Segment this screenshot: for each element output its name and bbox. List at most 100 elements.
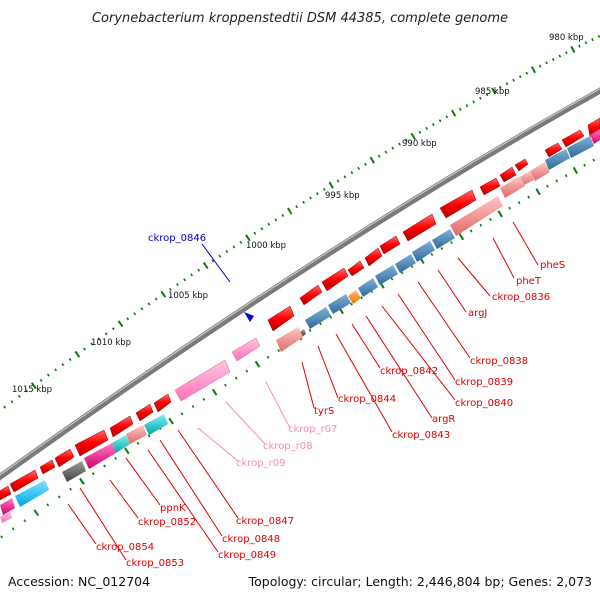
gene-label[interactable]: ckrop_r09	[236, 458, 285, 469]
inner-tick-minor	[23, 519, 27, 523]
scale-tick-minor	[309, 196, 312, 200]
gene-label[interactable]: argJ	[468, 308, 487, 319]
gene-label[interactable]: ckrop_0840	[455, 398, 513, 409]
gene-label[interactable]: ckrop_0846	[148, 233, 206, 244]
feature-block[interactable]	[450, 196, 503, 236]
gene-label[interactable]: pheS	[540, 260, 565, 271]
cds-arrow[interactable]	[561, 129, 585, 148]
feature-block[interactable]	[412, 241, 435, 262]
feature-block[interactable]	[375, 265, 398, 285]
gene-label[interactable]: ckrop_0843	[392, 430, 450, 441]
feature-marker-arrowhead[interactable]	[244, 312, 254, 322]
leader-ckrop_0849	[147, 449, 219, 553]
scale-tick-minor	[591, 38, 594, 42]
gene-label[interactable]: ckrop_0838	[470, 356, 528, 367]
cds-arrow[interactable]	[267, 305, 295, 332]
cds-arrow[interactable]	[364, 247, 383, 267]
scale-tick-minor	[281, 213, 285, 217]
scale-tick-minor	[597, 34, 600, 38]
feature-block[interactable]	[276, 327, 303, 352]
scale-tick-minor	[176, 283, 179, 287]
scale-tick-minor	[499, 85, 502, 89]
cds-arrow[interactable]	[347, 260, 365, 277]
cds-arrow[interactable]	[54, 448, 75, 468]
inner-tick-major	[572, 166, 578, 174]
feature-block[interactable]	[112, 435, 130, 453]
feature-block[interactable]	[348, 290, 361, 304]
scale-tick-minor	[126, 317, 130, 321]
feature-block[interactable]	[530, 162, 550, 181]
gene-label[interactable]: ckrop_0849	[218, 550, 276, 561]
gene-label[interactable]: pheT	[516, 276, 542, 287]
gene-label[interactable]: argR	[432, 414, 455, 425]
scale-tick-minor	[267, 222, 271, 226]
gene-label[interactable]: ckrop_r07	[288, 424, 337, 435]
feature-block[interactable]	[395, 254, 416, 273]
scale-tick-minor	[61, 363, 65, 367]
rrna-arrow[interactable]	[174, 359, 231, 402]
gene-label[interactable]: ckrop_0848	[222, 534, 280, 545]
cds-arrow[interactable]	[379, 235, 401, 255]
cds-arrow[interactable]	[135, 403, 154, 422]
gene-label[interactable]: ckrop_0842	[380, 366, 438, 377]
scale-tick-minor	[350, 171, 354, 175]
cds-arrow[interactable]	[499, 166, 517, 183]
cds-arrow[interactable]	[299, 284, 323, 306]
gene-label[interactable]: ckrop_0847	[236, 516, 294, 527]
cds-arrow[interactable]	[109, 415, 134, 438]
feature-block[interactable]	[0, 511, 12, 523]
inner-tick-major	[33, 509, 40, 517]
cds-arrow[interactable]	[0, 485, 12, 501]
cds-arrow[interactable]	[514, 158, 529, 172]
feature-block[interactable]	[358, 278, 378, 297]
feature-block[interactable]	[328, 294, 351, 314]
gene-label[interactable]: ckrop_0839	[455, 377, 513, 388]
cds-arrow[interactable]	[9, 469, 39, 493]
gene-label[interactable]: ckrop_r08	[263, 441, 312, 452]
gene-label[interactable]: ckrop_0854	[96, 542, 154, 553]
feature-block[interactable]	[62, 461, 86, 482]
cds-arrow[interactable]	[39, 459, 56, 475]
feature-block[interactable]	[305, 307, 331, 329]
cds-arrow[interactable]	[587, 117, 600, 138]
scale-tick-major	[369, 156, 375, 164]
feature-block[interactable]	[432, 229, 455, 249]
cds-arrow[interactable]	[321, 267, 349, 292]
feature-block[interactable]	[567, 136, 594, 158]
gene-label[interactable]: ckrop_0852	[138, 517, 196, 528]
scale-tick-minor	[190, 273, 194, 277]
scale-tick-minor	[377, 154, 381, 158]
inner-tick-minor	[147, 434, 151, 438]
gene-label[interactable]: ckrop_0836	[492, 292, 550, 303]
leader-ckrop_r09	[197, 427, 239, 462]
cds-arrow[interactable]	[74, 429, 109, 457]
cds-arrow[interactable]	[544, 142, 563, 158]
leader-ckrop_r08	[225, 401, 266, 445]
gene-label[interactable]: tyrS	[314, 406, 334, 417]
inner-tick-minor	[400, 271, 404, 275]
scale-tick-minor	[518, 75, 522, 79]
scale-tick-major	[287, 207, 293, 215]
gene-label[interactable]: ppnK	[160, 503, 186, 514]
feature-block[interactable]	[545, 149, 570, 170]
scale-tick-minor	[545, 61, 548, 65]
leader-pheS	[512, 221, 539, 266]
gene-label[interactable]: ckrop_0844	[338, 394, 396, 405]
feature-block[interactable]	[590, 129, 600, 144]
cds-arrow[interactable]	[153, 393, 172, 413]
feature-block[interactable]	[15, 480, 49, 507]
feature-block[interactable]	[126, 425, 147, 444]
inner-tick-minor	[46, 503, 50, 507]
cds-arrow[interactable]	[402, 213, 437, 242]
gene-label[interactable]: ckrop_0853	[126, 558, 184, 569]
feature-block[interactable]	[84, 443, 116, 469]
feature-block[interactable]	[0, 498, 15, 515]
scale-tick-major	[410, 132, 416, 140]
map-title: Corynebacterium kroppenstedtii DSM 44385…	[92, 11, 508, 26]
cds-arrow[interactable]	[439, 189, 477, 219]
cds-arrow[interactable]	[479, 177, 501, 196]
feature-block[interactable]	[144, 414, 168, 435]
inner-tick-minor	[136, 441, 140, 445]
pseudo-arrow[interactable]	[231, 337, 261, 362]
feature-block[interactable]	[500, 176, 525, 198]
